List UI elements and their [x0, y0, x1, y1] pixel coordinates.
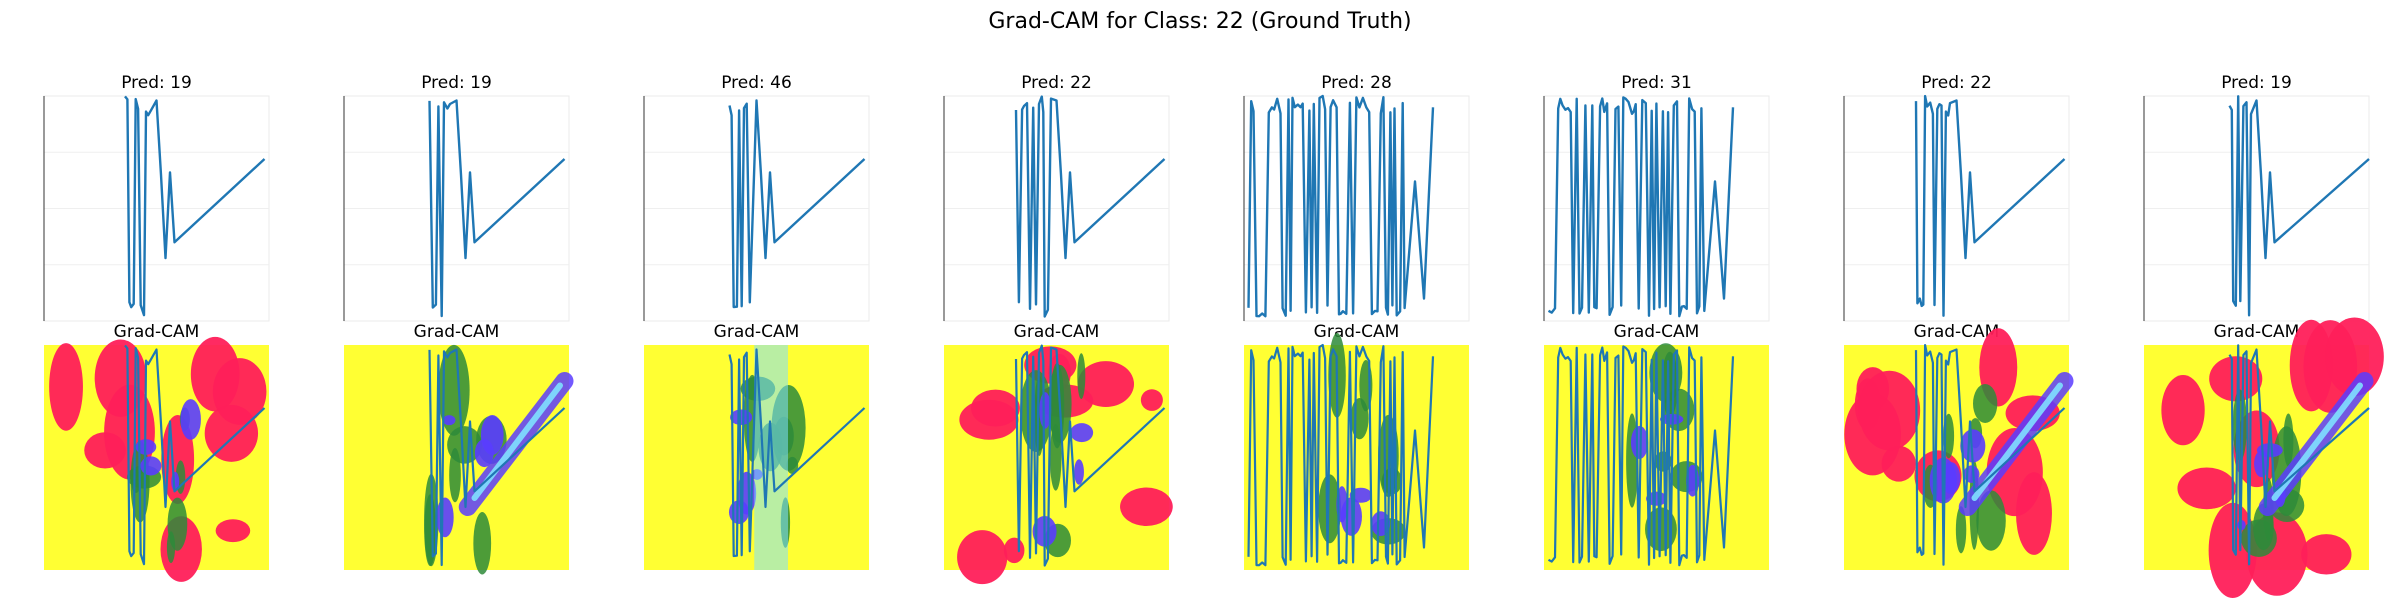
heatmap-hot-region: [94, 339, 147, 417]
heatmap-hot-region: [2301, 534, 2352, 575]
heatmap-mid-region: [438, 344, 470, 436]
panel-title: Grad-CAM: [414, 322, 500, 342]
heatmap-peak-region: [180, 399, 201, 440]
panel-title: Grad-CAM: [1614, 322, 1700, 342]
panel-title: Pred: 28: [1321, 73, 1392, 93]
panel-title: Grad-CAM: [1314, 322, 1400, 342]
heatmap-hot-region: [2209, 356, 2263, 402]
heatmap-peak-region: [1630, 425, 1649, 460]
heatmap-hot-region: [2289, 319, 2333, 412]
signal-line: [2228, 95, 2370, 317]
heatmap-mid-region: [1955, 506, 1967, 554]
signal-line: [124, 95, 266, 317]
signal-line: [428, 99, 566, 318]
signal-line: [1914, 94, 2066, 317]
overlay-signal-line: [728, 348, 866, 558]
figure-title: Grad-CAM for Class: 22 (Ground Truth): [988, 9, 1411, 34]
heatmap-hot-region: [1858, 370, 1921, 451]
signal-panel: Pred: 28: [1243, 73, 1470, 322]
heatmap-peak-region: [474, 439, 494, 468]
overlay-signal-line: [124, 344, 266, 566]
heatmap-peak-region: [1960, 429, 1986, 463]
heatmap-peak-region: [2254, 450, 2270, 478]
heatmap-hot-region: [1140, 389, 1163, 411]
overlay-signal-line: [2228, 344, 2370, 566]
heatmap-hot-region: [1077, 361, 1135, 407]
panel-title: Grad-CAM: [714, 322, 800, 342]
overlay-signal-line: [1914, 344, 2066, 566]
signal-line: [1014, 95, 1166, 318]
heatmap-vertical-activation: [754, 345, 788, 570]
heatmap-hot-region: [2177, 467, 2236, 510]
overlay-signal-line: [1547, 345, 1735, 567]
gradcam-panel: Grad-CAM: [644, 322, 869, 570]
heatmap-hot-region: [49, 343, 83, 431]
panel-title: Grad-CAM: [1914, 322, 2000, 342]
panel-title: Grad-CAM: [114, 322, 200, 342]
signal-panel: Pred: 19: [2143, 73, 2370, 322]
signal-panel: Pred: 19: [43, 73, 270, 322]
heatmap-hot-region: [1120, 487, 1173, 526]
heatmap-hot-region: [2161, 375, 2205, 446]
panel-title: Pred: 46: [721, 73, 792, 93]
panel-title: Grad-CAM: [2214, 322, 2300, 342]
panel-title: Pred: 22: [1921, 73, 1992, 93]
panel-title: Pred: 19: [2221, 73, 2292, 93]
panel-title: Pred: 19: [421, 73, 492, 93]
heatmap-hot-region: [1881, 445, 1916, 482]
gradcam-panel: Grad-CAM: [1844, 322, 2074, 570]
heatmap-mid-region: [473, 511, 492, 575]
panel-title: Pred: 31: [1621, 73, 1692, 93]
heatmap-mid-region: [1318, 474, 1342, 544]
panel-grid: Pred: 19 Pred: 19 Pred: 46 Pred: 22 Pred: 28…: [43, 73, 2384, 599]
signal-line: [1547, 96, 1735, 318]
heatmap-peak-region: [1941, 462, 1961, 495]
overlay-signal-line: [1014, 344, 1166, 567]
heatmap-mid-region: [166, 531, 176, 564]
heatmap-peak-region: [1070, 423, 1094, 443]
heatmap-hot-region: [215, 519, 251, 543]
overlay-signal-line: [1247, 343, 1435, 567]
signal-panel: Pred: 22: [943, 73, 1170, 322]
panel-title: Grad-CAM: [1014, 322, 1100, 342]
heatmap-peak-region: [140, 456, 162, 476]
gradcam-panel: Grad-CAM: [944, 322, 1173, 585]
overlay-signal-line: [428, 348, 566, 567]
signal-panel: Pred: 22: [1843, 73, 2070, 322]
signal-line: [1247, 94, 1435, 318]
heatmap-peak-region: [442, 415, 456, 426]
gradcam-panel: Grad-CAM: [44, 322, 269, 582]
panel-title: Pred: 22: [1021, 73, 1092, 93]
signal-panel: Pred: 31: [1543, 73, 1770, 322]
signal-line: [728, 99, 866, 309]
heatmap-mid-region: [1077, 353, 1086, 400]
gradcam-panel: Grad-CAM: [2144, 317, 2384, 599]
heatmap-mid-region: [449, 447, 461, 503]
gradcam-panel: Grad-CAM: [1244, 322, 1469, 570]
panel-title: Pred: 19: [121, 73, 192, 93]
heatmap-hot-region: [212, 358, 267, 425]
heatmap-peak-region: [1039, 392, 1052, 429]
gradcam-panel: Grad-CAM: [1544, 322, 1769, 570]
heatmap-mid-region: [1976, 490, 2006, 551]
heatmap-peak-region: [1074, 459, 1084, 485]
heatmap-hot-region: [971, 389, 1020, 427]
signal-panel: Pred: 46: [643, 73, 870, 322]
gradcam-panel: Grad-CAM: [344, 322, 574, 575]
heatmap-mid-region: [1973, 384, 1998, 424]
heatmap-peak-region: [730, 409, 753, 425]
heatmap-hot-region: [957, 530, 1008, 585]
heatmap-peak-region: [436, 497, 454, 538]
signal-panel: Pred: 19: [343, 73, 570, 322]
